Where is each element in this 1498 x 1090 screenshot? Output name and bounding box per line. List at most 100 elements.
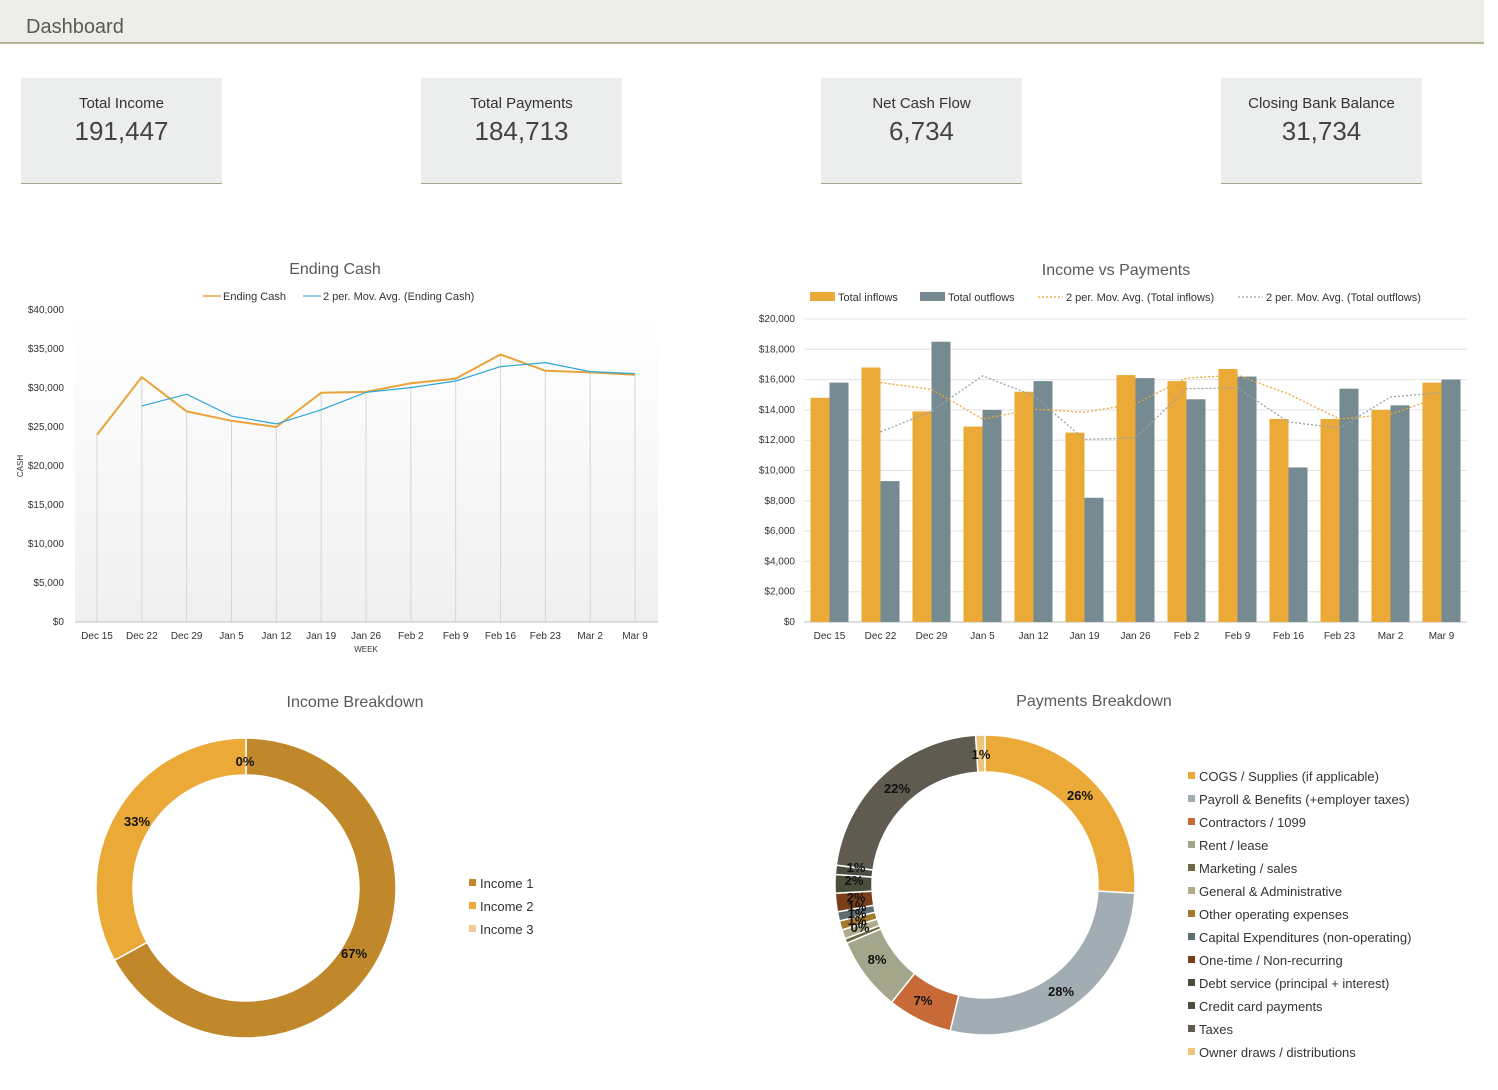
- data-label: 67%: [341, 946, 367, 961]
- legend-label: Contractors / 1099: [1199, 815, 1306, 830]
- legend-label: Income 3: [480, 922, 533, 937]
- legend-swatch: [1188, 910, 1195, 917]
- legend-swatch: [1188, 1002, 1195, 1009]
- x-tick-label: Feb 23: [1324, 631, 1356, 642]
- x-tick-label: Dec 29: [916, 631, 948, 642]
- data-label: 22%: [884, 781, 910, 796]
- donut-slice: [984, 734, 1136, 894]
- bar-inflow: [963, 426, 983, 622]
- data-label: 1%: [847, 860, 866, 875]
- bar-inflow: [861, 367, 881, 622]
- bar-inflow: [1218, 368, 1238, 622]
- y-tick-label: $0: [784, 617, 796, 628]
- legend-label: Marketing / sales: [1199, 861, 1298, 876]
- chart-title: Income Breakdown: [287, 694, 424, 711]
- bar-outflow: [931, 341, 951, 622]
- kpi-value: 184,713: [474, 116, 569, 146]
- y-tick-label: $15,000: [28, 500, 65, 511]
- legend-swatch: [1188, 1048, 1195, 1055]
- x-tick-label: Dec 15: [81, 631, 113, 642]
- kpi-label: Total Payments: [470, 95, 573, 112]
- data-label: 26%: [1067, 788, 1093, 803]
- legend-swatch: [1188, 864, 1195, 871]
- legend-swatch: [1188, 933, 1195, 940]
- y-tick-label: $16,000: [759, 375, 796, 386]
- x-tick-label: Jan 19: [306, 631, 336, 642]
- bar-inflow: [1116, 375, 1136, 622]
- bar-outflow: [1441, 379, 1461, 622]
- data-label: 7%: [914, 993, 933, 1008]
- series-line-moving-avg: [141, 361, 636, 425]
- legend-swatch: [469, 925, 476, 932]
- y-tick-label: $12,000: [759, 435, 796, 446]
- y-tick-label: $30,000: [28, 383, 65, 394]
- legend-label: Income 1: [480, 876, 533, 891]
- bar-inflow: [1167, 381, 1187, 622]
- x-tick-label: Dec 22: [865, 631, 897, 642]
- x-tick-label: Feb 9: [1225, 631, 1251, 642]
- data-label: 2%: [847, 890, 866, 905]
- legend-outflows: Total outflows: [948, 292, 1015, 304]
- y-tick-label: $10,000: [759, 466, 796, 477]
- y-tick-label: $20,000: [28, 461, 65, 472]
- x-tick-label: Feb 16: [485, 631, 517, 642]
- y-tick-label: $0: [53, 617, 65, 628]
- donut-slice: [974, 734, 986, 774]
- legend-label: Capital Expenditures (non-operating): [1199, 930, 1411, 945]
- bar-inflow: [1422, 382, 1442, 622]
- x-tick-label: Feb 16: [1273, 631, 1305, 642]
- bar-outflow: [1339, 388, 1359, 622]
- bar-inflow: [1014, 391, 1034, 622]
- bar-outflow: [829, 382, 849, 622]
- donut-slice: [95, 737, 247, 962]
- y-tick-label: $4,000: [764, 556, 795, 567]
- x-tick-label: Jan 5: [970, 631, 995, 642]
- x-tick-label: Mar 2: [577, 631, 603, 642]
- trend-line-inflows: [880, 374, 1442, 420]
- data-label: 0%: [851, 920, 870, 935]
- bar-inflow: [1320, 418, 1340, 622]
- legend-swatch: [1188, 1025, 1195, 1032]
- y-tick-label: $40,000: [28, 305, 65, 316]
- legend-swatch: [1188, 979, 1195, 986]
- bar-inflow: [810, 397, 830, 622]
- legend-swatch-inflows: [810, 292, 835, 301]
- legend-swatch: [1188, 795, 1195, 802]
- x-tick-label: Jan 26: [351, 631, 381, 642]
- kpi-value: 6,734: [888, 116, 955, 146]
- y-tick-label: $5,000: [33, 578, 64, 589]
- legend-swatch: [469, 902, 476, 909]
- chart-title: Payments Breakdown: [1016, 693, 1172, 710]
- y-tick-label: $35,000: [28, 344, 65, 355]
- header-bar: Dashboard: [0, 0, 1484, 44]
- legend-swatch: [1188, 887, 1195, 894]
- page-title: Dashboard: [26, 16, 124, 38]
- donut-slice: [113, 737, 397, 1039]
- x-tick-label: Jan 19: [1069, 631, 1099, 642]
- x-tick-label: Mar 9: [622, 631, 648, 642]
- donut-slice: [835, 734, 979, 871]
- legend-inflows: Total inflows: [838, 292, 898, 304]
- data-label: 1%: [972, 747, 991, 762]
- legend-label: General & Administrative: [1199, 884, 1342, 899]
- bar-outflow: [1084, 497, 1104, 622]
- x-tick-label: Mar 2: [1378, 631, 1404, 642]
- data-label: 28%: [1048, 984, 1074, 999]
- y-tick-label: $14,000: [759, 405, 796, 416]
- x-tick-label: Dec 22: [126, 631, 158, 642]
- data-label: 1%: [848, 913, 867, 928]
- income-vs-payments-chart: Income vs Payments Total inflows Total o…: [759, 262, 1467, 642]
- x-tick-label: Feb 9: [443, 631, 469, 642]
- legend-swatch: [1188, 818, 1195, 825]
- bar-inflow: [912, 411, 932, 622]
- legend-swatch: [1188, 841, 1195, 848]
- y-tick-label: $20,000: [759, 314, 796, 325]
- x-tick-label: Jan 26: [1120, 631, 1150, 642]
- ending-cash-chart: Ending Cash Ending Cash 2 per. Mov. Avg.…: [16, 261, 658, 654]
- legend-label: COGS / Supplies (if applicable): [1199, 769, 1379, 784]
- kpi-label: Net Cash Flow: [872, 95, 971, 112]
- y-axis-title: CASH: [16, 455, 25, 477]
- legend-label: Debt service (principal + interest): [1199, 976, 1389, 991]
- kpi-label: Closing Bank Balance: [1248, 95, 1395, 112]
- y-tick-label: $8,000: [764, 496, 795, 507]
